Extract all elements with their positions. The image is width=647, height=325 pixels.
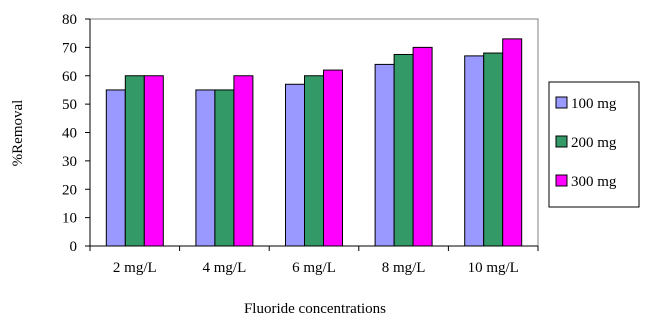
- bar: [502, 38, 523, 247]
- legend-label: 100 mg: [571, 96, 617, 112]
- bar: [464, 55, 485, 247]
- bar: [195, 89, 216, 247]
- y-tick-label: 80: [62, 12, 77, 28]
- x-tick-label: 10 mg/L: [468, 260, 519, 276]
- bar: [233, 75, 254, 247]
- y-tick-label: 0: [70, 239, 78, 255]
- y-tick-label: 70: [62, 40, 77, 56]
- bar: [143, 75, 164, 247]
- x-axis-title: Fluoride concentrations: [244, 301, 386, 317]
- bar: [214, 89, 235, 247]
- x-tick-label: 4 mg/L: [203, 260, 247, 276]
- bar: [374, 63, 395, 247]
- x-axis: 2 mg/L 4 mg/L 6 mg/L 8 mg/L 10 mg/L: [89, 245, 539, 276]
- y-tick-label: 30: [62, 154, 77, 170]
- legend: 100 mg 200 mg 300 mg: [548, 81, 640, 208]
- y-tick-label: 60: [62, 69, 77, 85]
- y-tick-label: 10: [62, 211, 77, 227]
- x-tick-label: 8 mg/L: [382, 260, 426, 276]
- legend-swatch: [555, 174, 568, 187]
- legend-swatch: [555, 135, 568, 148]
- bar: [323, 69, 343, 247]
- y-tick-label: 20: [62, 182, 77, 198]
- bar: [304, 75, 324, 247]
- x-tick-label: 2 mg/L: [113, 260, 157, 276]
- legend-label: 200 mg: [571, 135, 617, 151]
- bar: [393, 53, 414, 247]
- bar: [105, 89, 126, 247]
- y-axis-title: %Removal: [10, 100, 26, 167]
- legend-swatch: [555, 96, 568, 109]
- bar: [412, 46, 433, 247]
- bar: [483, 52, 504, 247]
- y-tick-label: 50: [62, 97, 77, 113]
- y-tick-label: 40: [62, 126, 77, 142]
- legend-label: 300 mg: [571, 174, 617, 190]
- x-tick-label: 6 mg/L: [292, 260, 336, 276]
- bars: [105, 38, 523, 247]
- bar: [124, 75, 145, 247]
- y-axis: 0 10 20 30 40 50 60 70 80: [62, 12, 91, 255]
- bar: [285, 83, 305, 247]
